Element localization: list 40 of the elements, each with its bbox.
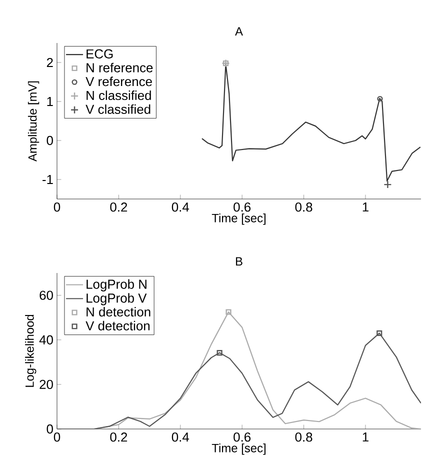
x-tick-label: 0 <box>54 432 60 442</box>
x-tick-label: 0.2 <box>110 202 128 212</box>
x-tick-label: 0.4 <box>172 432 190 442</box>
x-tick-label: 1 <box>362 432 368 442</box>
x-tick-label: 0.4 <box>172 202 190 212</box>
legend-label: ECG <box>86 49 113 58</box>
y-tick-label: 0 <box>46 424 53 434</box>
x-axis-title: Time [sec] <box>212 444 266 455</box>
legend-label: N classified <box>86 90 151 100</box>
point <box>216 350 222 356</box>
x-tick-label: 0.8 <box>295 432 312 442</box>
y-tick-label: -1 <box>42 175 53 184</box>
x-tick-label: 0.2 <box>110 432 128 442</box>
legend-label: LogProb V <box>86 293 147 306</box>
y-axis-title: Amplitude [mV] <box>28 81 40 162</box>
y-tick-label: 1 <box>47 97 53 106</box>
legend-label: V reference <box>86 76 152 86</box>
legend-label: LogProb N <box>86 279 146 292</box>
legend-label: V detection <box>86 320 150 330</box>
y-tick-label: 0 <box>46 136 53 146</box>
chart-title: B <box>236 257 242 266</box>
x-tick-label: 1 <box>362 202 368 212</box>
legend-label: N reference <box>86 62 153 72</box>
y-tick-label: 60 <box>40 290 53 300</box>
chart-title: A <box>235 27 243 36</box>
point <box>377 96 383 102</box>
y-tick-label: 20 <box>40 380 53 390</box>
x-tick-label: 0.6 <box>234 202 251 212</box>
y-tick-label: 40 <box>39 335 53 344</box>
x-tick-label: 0.6 <box>234 432 251 442</box>
x-tick-label: 0 <box>54 202 60 212</box>
y-tick-label: 2 <box>46 58 53 68</box>
y-axis-title: Log-likelihood <box>25 314 36 387</box>
x-tick-label: 0.8 <box>295 202 312 212</box>
x-axis-title: Time [sec] <box>212 214 266 225</box>
point <box>376 330 382 336</box>
point <box>384 180 392 189</box>
legend-label: N detection <box>86 307 150 317</box>
point <box>226 309 232 315</box>
legend-label: V classified <box>86 104 150 114</box>
